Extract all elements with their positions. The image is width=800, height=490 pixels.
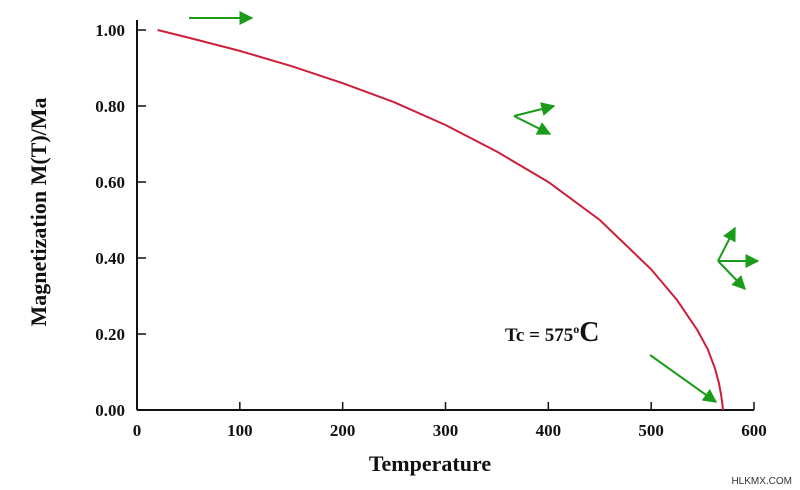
x-tick-label: 100 [227,421,253,440]
y-axis-title: Magnetization M(T)/Ma [26,97,51,326]
y-tick-label: 0.20 [95,325,125,344]
y-ticks: 0.00 0.20 0.40 0.60 0.80 1.00 [95,21,146,420]
x-tick-label: 200 [330,421,356,440]
annotation-unit: C [579,317,599,348]
annotation-superscript: o [573,322,579,336]
y-tick-label: 1.00 [95,21,125,40]
spin-arrows [189,11,760,403]
arrow-mid-down [513,115,552,135]
x-tick-label: 300 [433,421,459,440]
x-tick-label: 600 [741,421,767,440]
x-axis-title: Temperature [369,451,491,476]
y-tick-label: 0.80 [95,97,125,116]
arrow-mid-up [513,102,556,117]
arrow-to-curie-point [649,354,718,403]
annotation-main-text: Tc = 575 [505,325,573,346]
series-line-magnetization [157,29,725,411]
curie-temp-annotation: Tc = 575oC [505,317,599,348]
x-tick-label: 500 [638,421,664,440]
watermark-text: HLKMX.COM [731,476,792,487]
arrow-right-up [717,226,736,262]
y-tick-label: 0.40 [95,249,125,268]
x-tick-label: 400 [536,421,562,440]
arrow-right-down [717,260,746,291]
y-tick-label: 0.60 [95,173,125,192]
x-ticks: 0 100 200 300 400 500 600 [133,402,767,440]
axes [136,20,754,411]
y-tick-label: 0.00 [95,401,125,420]
x-tick-label: 0 [133,421,142,440]
